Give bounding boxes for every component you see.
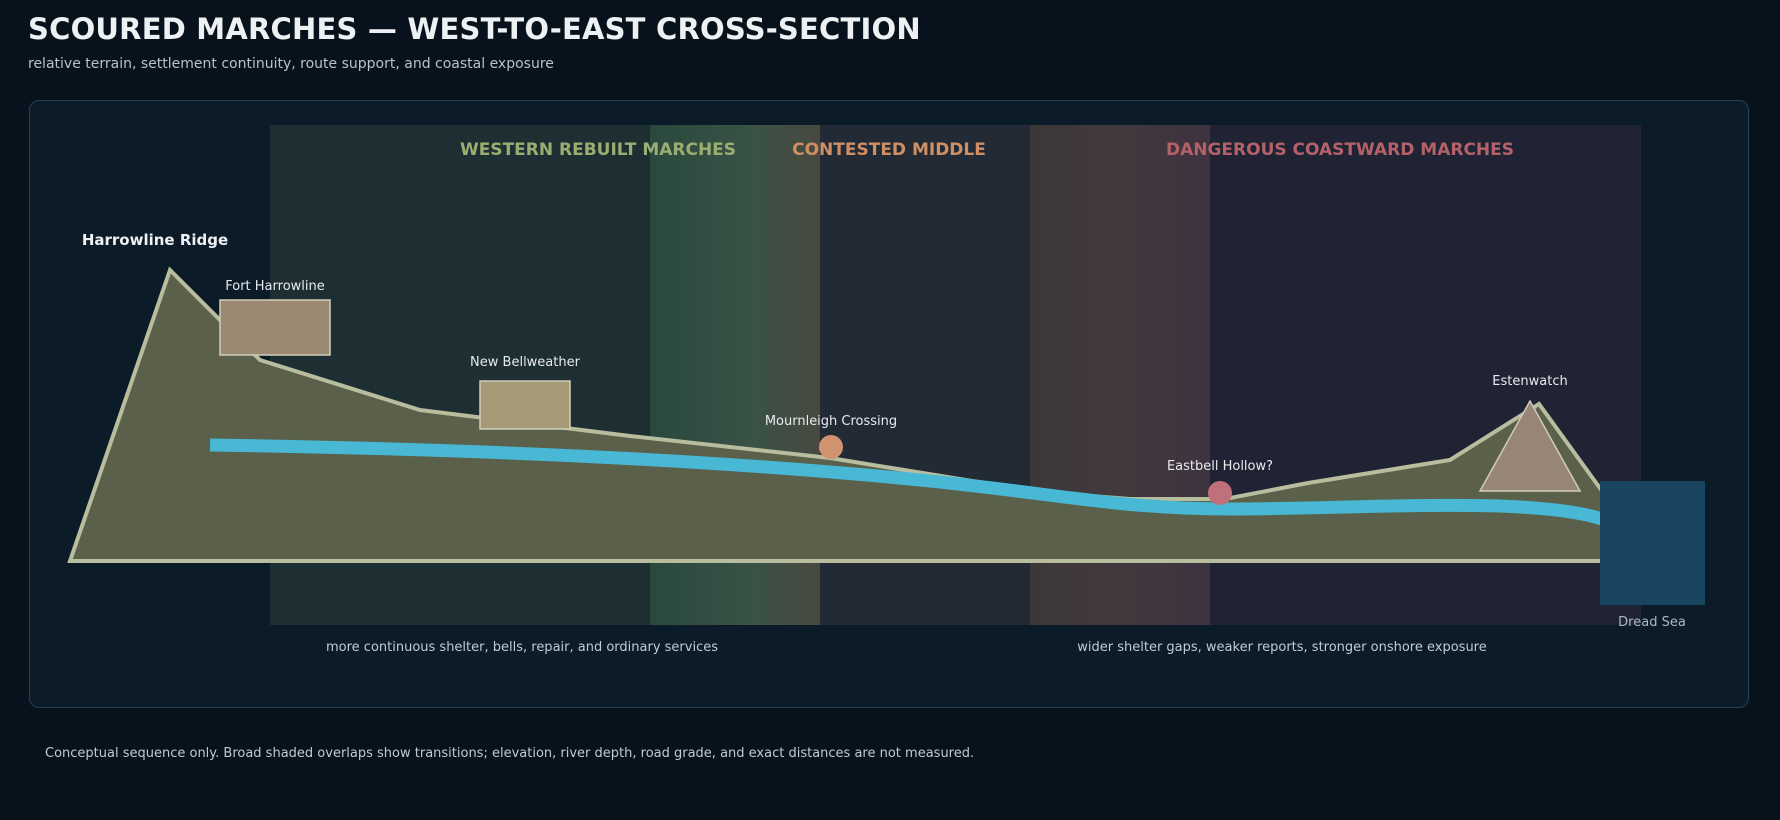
zone-label-west: WESTERN REBUILT MARCHES [460, 140, 736, 160]
label-harrowline-ridge: Harrowline Ridge [82, 231, 228, 249]
river-route [209, 438, 1604, 526]
dread-sea-block [1600, 481, 1705, 605]
label-estenwatch: Estenwatch [1492, 374, 1567, 389]
label-fort-harrowline: Fort Harrowline [225, 279, 325, 294]
note-coast: wider shelter gaps, weaker reports, stro… [1077, 640, 1487, 655]
label-mournleigh-crossing: Mournleigh Crossing [765, 414, 897, 429]
mournleigh-crossing-marker [819, 435, 843, 459]
label-new-bellweather: New Bellweather [470, 355, 581, 370]
fort-harrowline-marker [219, 299, 331, 356]
cross-section-diagram: WESTERN REBUILT MARCHES CONTESTED MIDDLE… [67, 125, 1705, 655]
eastbell-hollow-marker [1208, 481, 1232, 505]
estenwatch-marker [1478, 399, 1582, 492]
label-dread-sea: Dread Sea [1618, 615, 1686, 630]
page-title: SCOURED MARCHES — WEST-TO-EAST CROSS-SEC… [28, 12, 921, 46]
diagram-panel: WESTERN REBUILT MARCHES CONTESTED MIDDLE… [29, 100, 1749, 708]
note-west: more continuous shelter, bells, repair, … [326, 640, 718, 655]
footnote: Conceptual sequence only. Broad shaded o… [45, 746, 975, 761]
new-bellweather-marker [479, 380, 571, 430]
zone-label-middle: CONTESTED MIDDLE [792, 140, 986, 160]
page-subtitle: relative terrain, settlement continuity,… [28, 56, 554, 72]
zone-label-coast: DANGEROUS COASTWARD MARCHES [1166, 140, 1514, 160]
label-eastbell-hollow: Eastbell Hollow? [1167, 459, 1273, 474]
